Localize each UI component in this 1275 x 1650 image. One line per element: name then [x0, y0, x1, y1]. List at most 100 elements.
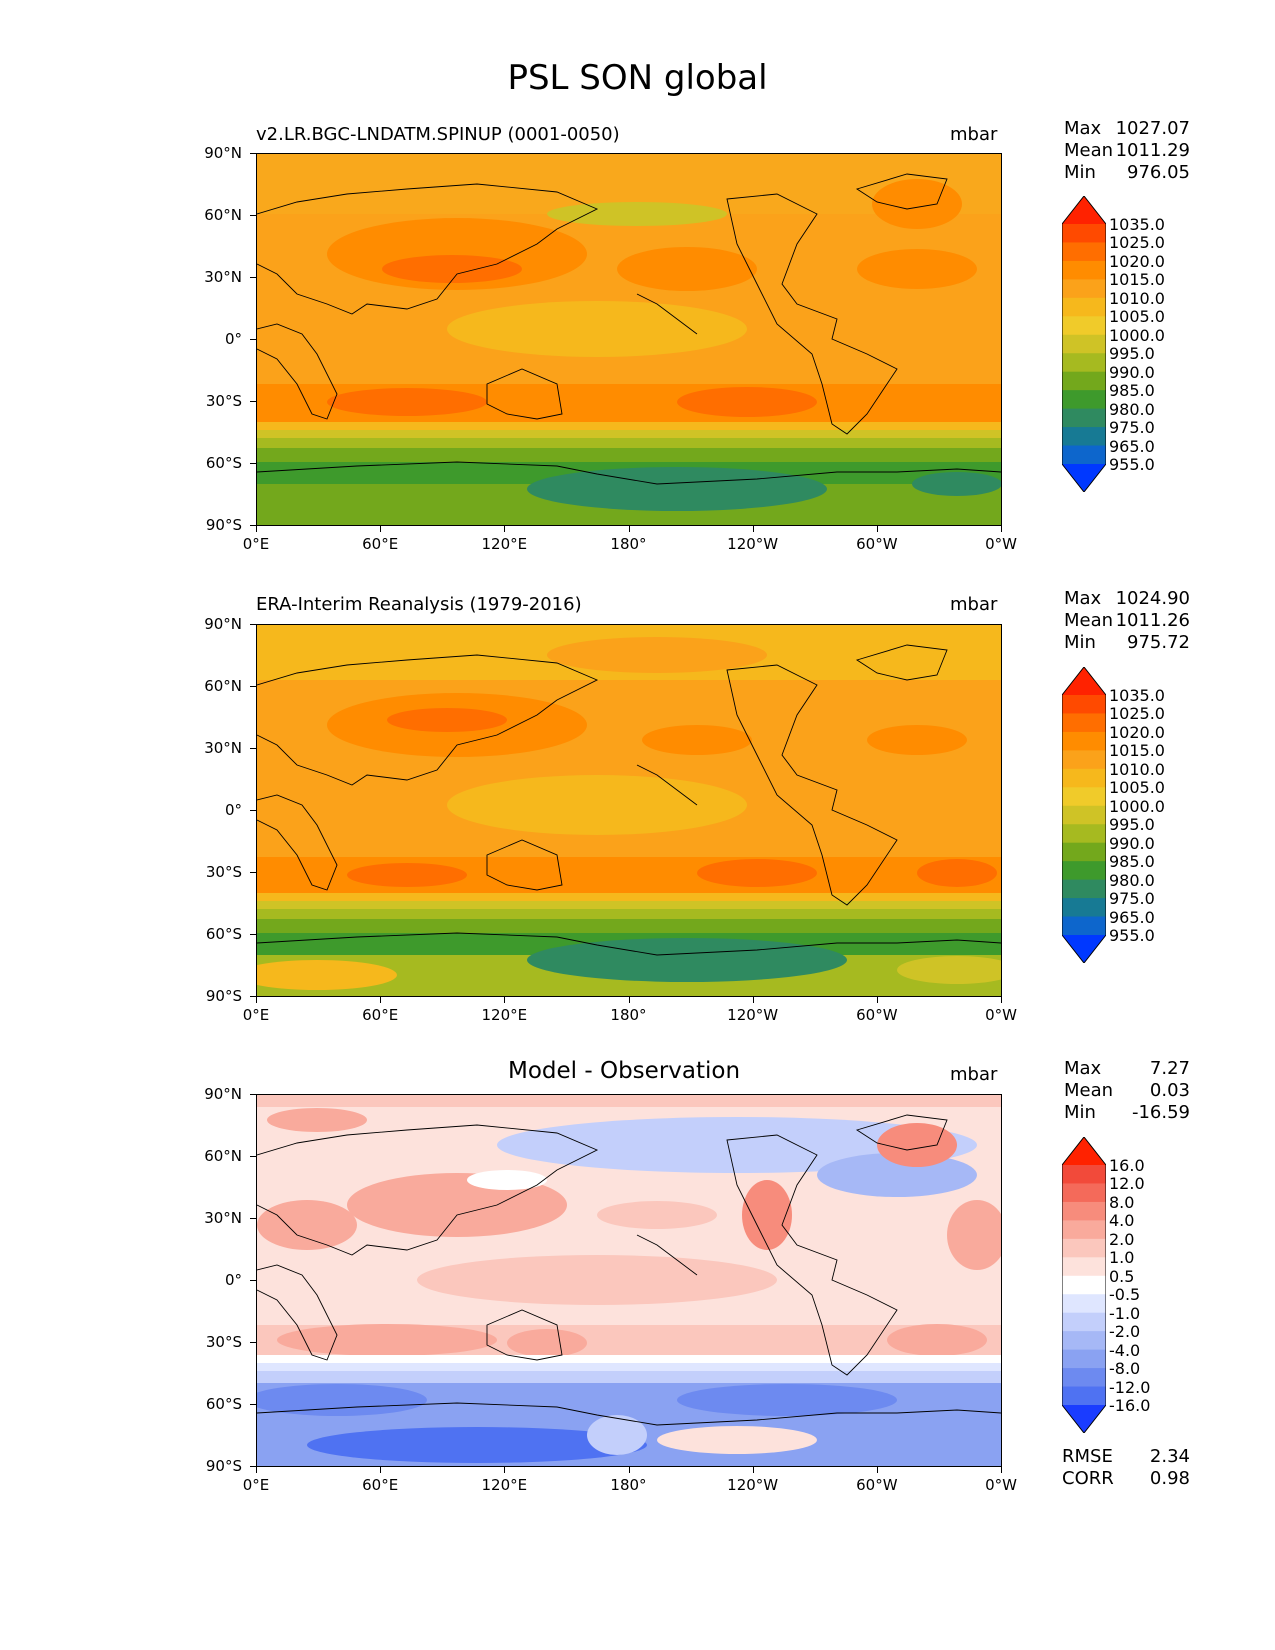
- colorbar-tick-label: 1020.0: [1109, 251, 1165, 271]
- lon-tick-label: 0°W: [985, 1476, 1017, 1494]
- lat-tick-mark: [250, 1404, 256, 1405]
- stat-max-label: Max: [1064, 1058, 1102, 1079]
- lat-tick-label: 0°: [224, 801, 242, 819]
- stats-box: Max 1027.07 Mean 1011.29 Min 976.05: [1064, 118, 1190, 184]
- colorbar-tick-label: 985.0: [1109, 852, 1155, 872]
- lat-tick-label: 0°: [224, 1271, 242, 1289]
- colorbar-swatch: [1062, 316, 1106, 336]
- lon-tick-mark: [628, 997, 630, 1003]
- lon-tick-mark: [876, 997, 878, 1003]
- lon-tick-mark: [628, 1467, 630, 1473]
- colorbar-swatch: [1062, 390, 1106, 410]
- lat-tick-mark: [250, 624, 256, 625]
- colorbar-tick-label: 995.0: [1109, 815, 1155, 835]
- lon-tick-label: 180°: [610, 1476, 647, 1494]
- lon-tick-mark: [1001, 526, 1002, 532]
- lat-tick-mark: [250, 996, 256, 997]
- colorbar-extend-bottom: [1062, 935, 1106, 963]
- lat-tick-label: 60°S: [205, 925, 242, 943]
- colorbar-swatch: [1062, 879, 1106, 899]
- colorbar-tick-label: 1015.0: [1109, 741, 1165, 761]
- colorbar-extend-bottom: [1062, 1405, 1106, 1433]
- colorbar-extend-top: [1062, 1137, 1106, 1165]
- colorbar-swatch: [1062, 1220, 1106, 1240]
- colorbar-swatch: [1062, 1386, 1106, 1406]
- lon-tick-mark: [256, 1467, 257, 1473]
- lon-tick-mark: [256, 997, 257, 1003]
- colorbar-tick-label: 980.0: [1109, 870, 1155, 890]
- colorbar-swatch: [1062, 297, 1106, 317]
- lat-tick-label: 90°N: [204, 1085, 242, 1103]
- colorbar-swatch: [1062, 334, 1106, 354]
- lon-tick-label: 0°W: [985, 1006, 1017, 1024]
- colorbar-swatch: [1062, 1165, 1106, 1184]
- lat-tick-label: 0°: [224, 330, 242, 348]
- colorbar-swatch: [1062, 1349, 1106, 1369]
- lat-tick-label: 90°S: [205, 987, 242, 1005]
- colorbar-tick-label: -8.0: [1109, 1359, 1141, 1379]
- lon-tick-label: 60°E: [362, 1006, 399, 1024]
- stat-min-label: Min: [1064, 632, 1096, 653]
- colorbar-tick-label: 2.0: [1109, 1229, 1135, 1249]
- lat-tick-mark: [250, 748, 256, 749]
- colorbar-swatch: [1062, 1294, 1106, 1314]
- lon-tick-label: 60°E: [362, 535, 399, 553]
- colorbar-swatch: [1062, 242, 1106, 262]
- panel-title: ERA-Interim Reanalysis (1979-2016): [256, 594, 582, 615]
- stat-min-label: Min: [1064, 1102, 1096, 1123]
- colorbar-tick-label: 1035.0: [1109, 215, 1165, 234]
- lon-tick-mark: [752, 997, 754, 1003]
- colorbar-swatch: [1062, 1238, 1106, 1258]
- lat-tick-mark: [250, 686, 256, 687]
- colorbar-tick-label: 12.0: [1109, 1174, 1145, 1194]
- colorbar-tick-label: -2.0: [1109, 1322, 1141, 1342]
- lat-tick-label: 90°S: [205, 516, 242, 534]
- colorbar-tick-label: 4.0: [1109, 1211, 1135, 1231]
- stat-max-label: Max: [1064, 588, 1102, 609]
- colorbar-tick-label: 1020.0: [1109, 722, 1165, 742]
- lat-tick-mark: [250, 525, 256, 526]
- lat-tick-mark: [250, 1466, 256, 1467]
- lon-tick-label: 120°W: [727, 1476, 779, 1494]
- lon-tick-mark: [504, 526, 506, 532]
- lon-tick-label: 0°E: [242, 1006, 270, 1024]
- lon-tick-label: 120°W: [727, 535, 779, 553]
- lon-tick-label: 120°E: [481, 1006, 528, 1024]
- lon-tick-label: 120°E: [481, 535, 528, 553]
- lat-tick-label: 60°S: [205, 454, 242, 472]
- lat-tick-mark: [250, 153, 256, 154]
- stat-min-value: 976.05: [1127, 162, 1190, 183]
- colorbar-swatch: [1062, 279, 1106, 299]
- lat-tick-label: 30°S: [205, 1333, 242, 1351]
- lat-tick-mark: [250, 277, 256, 278]
- colorbar-tick-label: 965.0: [1109, 436, 1155, 456]
- lat-tick-mark: [250, 1218, 256, 1219]
- colorbar-tick-label: 955.0: [1109, 926, 1155, 945]
- lat-tick-label: 30°N: [204, 1209, 242, 1227]
- colorbar-swatch: [1062, 408, 1106, 428]
- colorbar-tick-label: 16.0: [1109, 1156, 1145, 1175]
- lat-tick-label: 60°N: [204, 677, 242, 695]
- colorbar-tick-label: 985.0: [1109, 381, 1155, 401]
- lon-tick-label: 180°: [610, 1006, 647, 1024]
- lon-tick-mark: [752, 526, 754, 532]
- units-label: mbar: [950, 124, 998, 145]
- colorbar-tick-label: 975.0: [1109, 418, 1155, 438]
- lon-tick-mark: [380, 997, 382, 1003]
- stat-max-label: Max: [1064, 118, 1102, 139]
- colorbar-swatch: [1062, 371, 1106, 391]
- stat-min-label: Min: [1064, 162, 1096, 183]
- colorbar-tick-label: 1.0: [1109, 1248, 1135, 1268]
- stat-max-value: 1024.90: [1115, 588, 1190, 609]
- lon-tick-mark: [380, 526, 382, 532]
- lat-tick-label: 30°S: [205, 863, 242, 881]
- figure-title: PSL SON global: [507, 58, 768, 98]
- colorbar-tick-label: 990.0: [1109, 833, 1155, 853]
- lat-tick-label: 60°N: [204, 206, 242, 224]
- lon-tick-label: 0°E: [242, 535, 270, 553]
- lon-tick-label: 60°W: [856, 1006, 898, 1024]
- colorbar: [1062, 667, 1106, 963]
- colorbar-swatch: [1062, 861, 1106, 881]
- stats-box: Max 1024.90 Mean 1011.26 Min 975.72: [1064, 588, 1190, 654]
- colorbar-tick-label: 1005.0: [1109, 778, 1165, 798]
